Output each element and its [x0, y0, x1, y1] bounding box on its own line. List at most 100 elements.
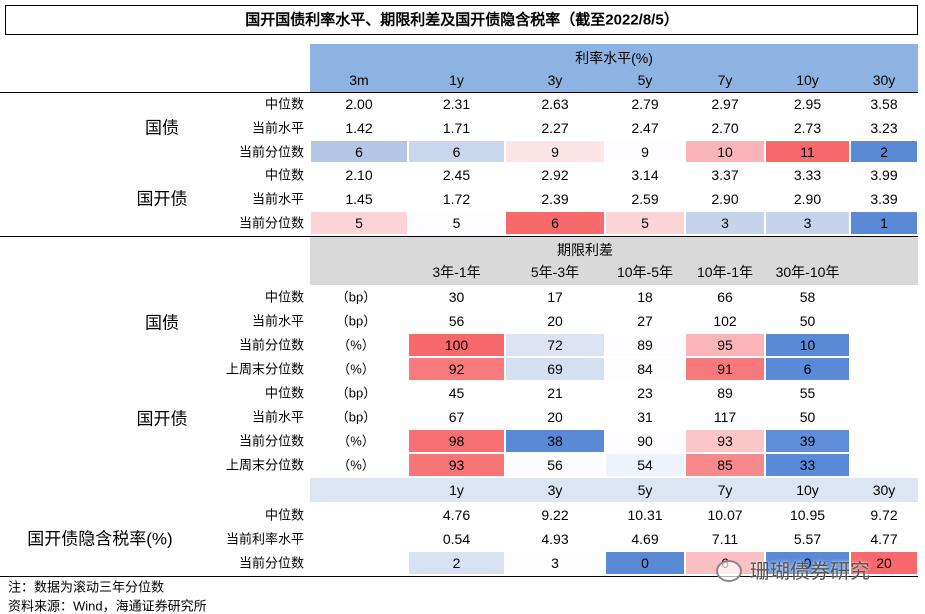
- unit: （bp）: [335, 385, 377, 401]
- header-band: [310, 236, 918, 285]
- value: 92: [448, 361, 465, 377]
- section-header: 期限利差: [557, 242, 613, 258]
- cell-bg: [505, 333, 605, 357]
- header-band: [310, 44, 918, 92]
- value: 11: [800, 143, 815, 160]
- value: 54: [637, 457, 653, 473]
- column-header: 3年-1年: [432, 264, 481, 280]
- cell-bg: [685, 211, 765, 235]
- row-label: 当前分位数: [238, 433, 304, 449]
- value: 20: [547, 409, 563, 425]
- value: 3: [803, 214, 812, 231]
- column-header: 10y: [796, 482, 819, 498]
- rule: [0, 576, 918, 577]
- cell-bg: [685, 139, 765, 164]
- value: 3.33: [793, 167, 822, 184]
- value: 10.07: [707, 507, 743, 523]
- column-header: 5y: [637, 482, 653, 498]
- value: 21: [547, 385, 563, 401]
- value: 6: [452, 143, 461, 160]
- cell-bg: [765, 357, 850, 381]
- column-header: 30y: [872, 482, 896, 498]
- cell-bg: [605, 139, 685, 164]
- unit: （bp）: [335, 289, 377, 305]
- cell-bg: [408, 551, 505, 575]
- value: 89: [717, 385, 733, 401]
- value: 10: [799, 337, 816, 353]
- column-header: 7y: [717, 72, 733, 88]
- value: 9: [641, 143, 649, 160]
- value: 20: [876, 555, 892, 571]
- group-label: 国开债隐含税率(%): [27, 529, 173, 549]
- cell-bg: [605, 211, 685, 235]
- unit: （%）: [337, 433, 375, 449]
- row-label: 当前分位数: [238, 144, 304, 159]
- cell-bg: [685, 357, 765, 381]
- value: 90: [637, 433, 653, 449]
- cell-bg: [408, 453, 505, 477]
- note: 资料来源：Wind，海通证券研究所: [8, 598, 207, 614]
- column-header: 3y: [547, 482, 563, 498]
- value: 102: [713, 313, 737, 329]
- cell-bg: [310, 211, 408, 235]
- rule: [0, 92, 918, 93]
- value: 17: [547, 289, 563, 305]
- column-header: 30y: [872, 72, 896, 88]
- value: 56: [547, 457, 563, 473]
- value: 9.22: [541, 507, 569, 523]
- unit: （bp）: [335, 409, 377, 425]
- value: 1.72: [442, 191, 471, 208]
- value: 2: [880, 143, 888, 160]
- cell-bg: [765, 139, 850, 164]
- row-label: 中位数: [264, 385, 304, 401]
- cell-bg: [310, 139, 408, 164]
- group-label: 国开债: [136, 189, 188, 209]
- row-label: 当前分位数: [238, 555, 304, 571]
- value: 3.23: [870, 119, 898, 136]
- value: 72: [547, 337, 563, 353]
- value: 2.59: [631, 191, 659, 208]
- row-label: 上周末分位数: [225, 361, 304, 377]
- value: 3.58: [870, 95, 898, 112]
- column-header: 5y: [637, 72, 653, 88]
- title: 国开国债利率水平、期限利差及国开债隐含税率（截至2022/8/5）: [245, 11, 679, 29]
- value: 84: [637, 361, 653, 377]
- value: 89: [637, 337, 653, 353]
- note: 注：数据为滚动三年分位数: [8, 579, 165, 595]
- value: 98: [448, 433, 465, 449]
- cell-bg: [505, 211, 605, 235]
- column-header: 1y: [449, 72, 464, 88]
- cell-bg: [765, 333, 850, 357]
- value: 55: [799, 385, 816, 401]
- column-header: 3y: [547, 72, 563, 88]
- value: 3.14: [631, 167, 659, 184]
- cell-bg: [765, 211, 850, 235]
- value: 2.10: [345, 167, 373, 184]
- value: 45: [448, 385, 465, 401]
- value: 2.63: [541, 95, 569, 112]
- value: 38: [547, 433, 563, 449]
- cell-bg: [408, 333, 505, 357]
- value: 95: [717, 337, 733, 353]
- row-label: 当前水平: [251, 120, 304, 136]
- value: 2.90: [793, 191, 822, 208]
- value: 91: [717, 361, 733, 377]
- cell-bg: [505, 429, 605, 453]
- row-label: 中位数: [264, 167, 304, 183]
- group-label: 国开债: [136, 409, 188, 429]
- row-label: 当前水平: [251, 409, 304, 425]
- value: 9: [551, 143, 559, 160]
- value: 2.27: [541, 119, 569, 136]
- row-label: 当前水平: [251, 313, 304, 329]
- value: 93: [448, 457, 465, 473]
- value: 69: [547, 361, 563, 377]
- value: 2.73: [793, 119, 822, 136]
- value: 6: [355, 143, 363, 160]
- value: 50: [799, 313, 816, 329]
- cell-bg: [685, 333, 765, 357]
- value: 117: [713, 409, 737, 425]
- cell-bg: [605, 429, 685, 453]
- unit: （%）: [337, 457, 375, 473]
- watermark: 珊瑚债券研究: [750, 561, 870, 583]
